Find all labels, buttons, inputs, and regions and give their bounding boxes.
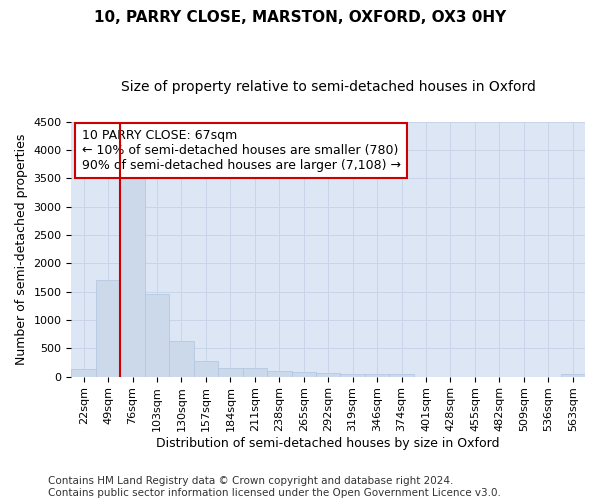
Bar [71,368,96,376]
Bar [316,373,340,376]
Bar [560,374,585,376]
Text: 10 PARRY CLOSE: 67sqm
← 10% of semi-detached houses are smaller (780)
90% of sem: 10 PARRY CLOSE: 67sqm ← 10% of semi-deta… [82,129,401,172]
Text: 10, PARRY CLOSE, MARSTON, OXFORD, OX3 0HY: 10, PARRY CLOSE, MARSTON, OXFORD, OX3 0H… [94,10,506,25]
Bar [292,372,316,376]
Bar [365,374,389,376]
Bar [267,371,292,376]
Bar [389,374,414,376]
Bar [169,342,194,376]
X-axis label: Distribution of semi-detached houses by size in Oxford: Distribution of semi-detached houses by … [157,437,500,450]
Bar [218,368,242,376]
Bar [340,374,365,376]
Bar [194,362,218,376]
Title: Size of property relative to semi-detached houses in Oxford: Size of property relative to semi-detach… [121,80,536,94]
Bar [145,294,169,376]
Text: Contains HM Land Registry data © Crown copyright and database right 2024.
Contai: Contains HM Land Registry data © Crown c… [48,476,501,498]
Bar [96,280,121,376]
Bar [242,368,267,376]
Bar [121,178,145,376]
Y-axis label: Number of semi-detached properties: Number of semi-detached properties [15,134,28,365]
